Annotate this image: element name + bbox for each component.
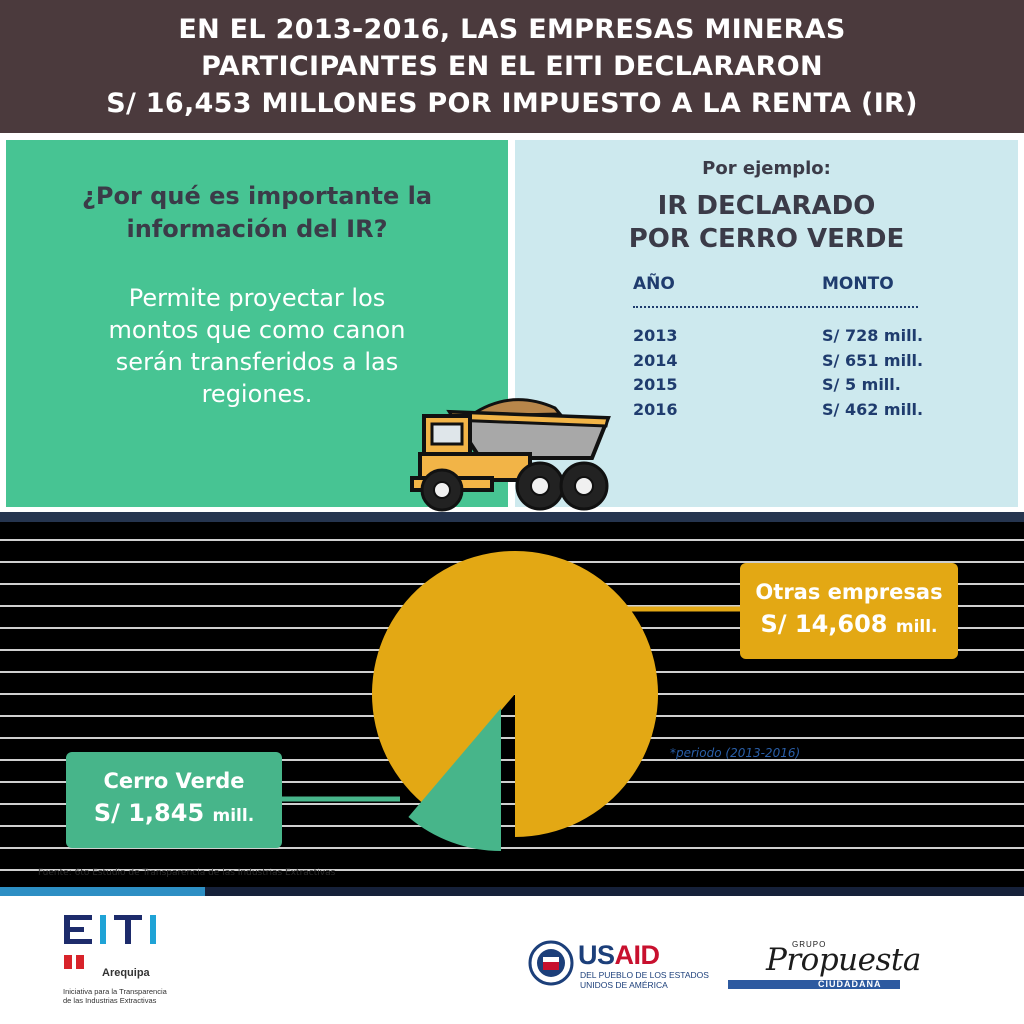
row-amount: S/ 5 mill.: [822, 375, 901, 394]
usaid-seal-icon: [528, 940, 574, 986]
eiti-caption-line-2: de las Industrias Extractivas: [63, 996, 157, 1005]
table-row: 2013 S/ 728 mill.: [633, 326, 953, 351]
pie-slice-otras: [372, 551, 658, 837]
header-line-2: PARTICIPANTES EN EL EITI DECLARARON: [201, 51, 823, 82]
propuesta-small: GRUPO: [792, 940, 827, 949]
mining-truck-icon: [410, 398, 611, 512]
question-line-1: ¿Por qué es importante la: [81, 182, 433, 210]
period-note: *periodo (2013-2016): [670, 746, 801, 760]
row-year: 2015: [633, 375, 678, 394]
propuesta-logo: Propuesta: [766, 942, 921, 978]
pie-chart: [0, 539, 1024, 871]
table-row: 2015 S/ 5 mill.: [633, 375, 953, 400]
row-year: 2016: [633, 399, 678, 419]
slice-amount-unit: mill.: [895, 617, 938, 637]
slice-amount-unit: mill.: [212, 806, 255, 826]
pie-slice-cerro: [408, 708, 501, 851]
row-amount: S/ 651 mill.: [822, 350, 924, 370]
table-row: 2016 S/ 462 mill.: [633, 400, 953, 425]
slice-amount-value: S/ 14,608: [760, 610, 888, 638]
slice-name: Otras empresas: [755, 580, 943, 604]
example-title-line-1: IR DECLARADO: [657, 191, 876, 221]
eiti-logo-icon: [64, 915, 156, 969]
usaid-subtitle: DEL PUEBLO DE LOS ESTADOS UNIDOS DE AMÉR…: [580, 970, 709, 990]
eiti-region: Arequipa: [102, 967, 150, 979]
example-title-line-2: POR CERRO VERDE: [628, 224, 905, 254]
row-year: 2013: [633, 326, 678, 345]
usaid-sub-line-1: DEL PUEBLO DE LOS ESTADOS: [580, 970, 709, 980]
dotted-divider: [633, 306, 918, 308]
usaid-logo: USAID: [578, 940, 660, 970]
slice-label-otras: Otras empresas S/ 14,608 mill.: [740, 563, 958, 659]
header-line-1: EN EL 2013-2016, LAS EMPRESAS MINERAS: [178, 14, 846, 45]
answer-line-3: serán transferidos a las: [115, 348, 399, 376]
slice-label-cerro: Cerro Verde S/ 1,845 mill.: [66, 752, 282, 848]
question-line-2: información del IR?: [126, 215, 388, 243]
example-title: IR DECLARADO POR CERRO VERDE: [515, 190, 1018, 256]
column-header-year: AÑO: [633, 274, 675, 294]
divider-band-bottom: [0, 887, 1024, 896]
example-table: 2013 S/ 728 mill. 2014 S/ 651 mill. 2015…: [633, 326, 953, 424]
slice-amount-value: S/ 1,845: [93, 799, 205, 827]
source-note: Fuente: 6to Estudio de Transparencia de …: [38, 868, 336, 878]
header-line-3: S/ 16,453 MILLONES POR IMPUESTO A LA REN…: [106, 88, 918, 119]
row-amount: S/ 728 mill.: [822, 326, 924, 345]
eiti-caption-line-1: Iniciativa para la Transparencia: [63, 987, 167, 996]
slice-name: Cerro Verde: [103, 769, 245, 793]
row-year: 2014: [633, 350, 678, 370]
answer-line-2: montos que como canon: [108, 316, 406, 344]
example-intro: Por ejemplo:: [702, 158, 831, 179]
row-amount: S/ 462 mill.: [822, 399, 924, 419]
eiti-caption: Iniciativa para la Transparencia de las …: [63, 987, 167, 1005]
slice-amount: S/ 1,845 mill.: [66, 799, 282, 827]
info-answer: Permite proyectar los montos que como ca…: [6, 282, 508, 410]
propuesta-sub: CIUDADANA: [818, 979, 882, 989]
propuesta-bar: [728, 980, 900, 989]
table-row: 2014 S/ 651 mill.: [633, 351, 953, 376]
usaid-sub-line-2: UNIDOS DE AMÉRICA: [580, 980, 668, 990]
divider-band: [0, 512, 1024, 522]
info-question: ¿Por qué es importante la información de…: [6, 180, 508, 246]
header-banner: EN EL 2013-2016, LAS EMPRESAS MINERAS PA…: [0, 0, 1024, 133]
column-header-amount: MONTO: [822, 274, 894, 294]
answer-line-4: regiones.: [201, 380, 313, 408]
info-panel: ¿Por qué es importante la información de…: [6, 140, 508, 507]
answer-line-1: Permite proyectar los: [128, 284, 386, 312]
slice-amount: S/ 14,608 mill.: [740, 610, 958, 638]
